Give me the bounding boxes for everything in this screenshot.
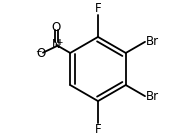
- Text: N: N: [52, 39, 61, 51]
- Text: −: −: [35, 47, 42, 56]
- Text: +: +: [56, 38, 62, 47]
- Text: O: O: [52, 21, 61, 34]
- Text: F: F: [95, 2, 101, 15]
- Text: O: O: [36, 47, 46, 60]
- Text: F: F: [95, 123, 101, 136]
- Text: Br: Br: [146, 35, 159, 48]
- Text: Br: Br: [146, 90, 159, 103]
